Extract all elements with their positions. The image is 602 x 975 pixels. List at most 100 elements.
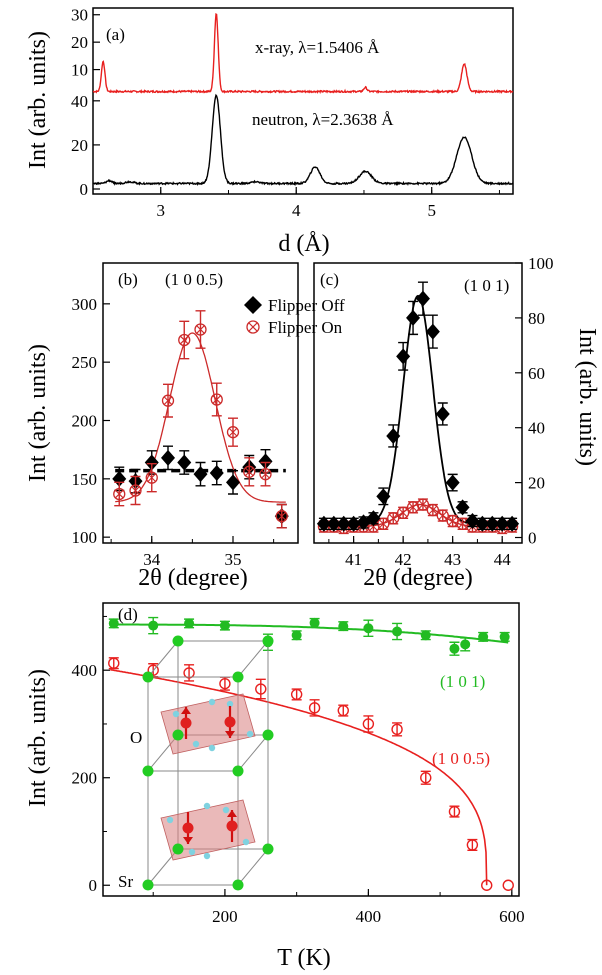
series-101-point [392,626,403,637]
series-101-point [291,630,302,641]
series-101-point [309,617,320,628]
inset-o-atom [166,816,174,824]
flipper-off-point [316,515,331,532]
flipper-off-point [455,499,470,516]
flipper-on-point [113,487,126,501]
panel-c-reflection-label: (1 0 1) [464,276,509,295]
inset-sr-atom [172,729,184,741]
series-1005-point [391,723,403,736]
panel-d-plot-area: 200 400 600 0 200 400 [72,602,525,926]
panel-d-y-tick-label: 200 [72,769,98,788]
inset-sr-atom [262,729,274,741]
series-1005-point [108,657,120,669]
inset-o-atom [172,710,180,718]
neutron-series-label: neutron, λ=2.3638 Å [252,110,394,129]
series-101-point [338,621,349,632]
marker-cross [277,511,286,521]
panel-b-y-tick-label: 200 [72,412,98,431]
legend-flipper-on-label: Flipper On [268,318,343,337]
inset-sr-atom [142,671,154,683]
flipper-off-point [193,466,208,483]
series-1005-label: (1 0 0.5) [432,749,490,768]
marker-cross [212,395,221,404]
panel-a-frame [92,7,514,195]
marker-ring [113,487,126,501]
inset-sr-atom [232,671,244,683]
flipper-off-point [435,405,450,422]
marker-cross [131,486,140,495]
marker-cross [379,519,388,528]
series-101-point [363,623,374,634]
series-101-point [478,631,489,642]
inset-sr-atom [142,765,154,777]
panel-a-y-tick-label: 40 [71,92,88,111]
inset-cell-edge [237,640,269,678]
panel-b-y-tick-label: 250 [72,353,98,372]
flipper-off-point [406,309,421,326]
panel-c: 41 42 43 44 0 20 40 60 80 100 (c) (1 0 1) 2θ (deg… [313,254,600,591]
series-101-point [108,618,119,629]
panel-a-y-tick-label: 10 [71,61,88,80]
flipper-off-point [386,427,401,444]
inset-o-atom [203,802,211,810]
xray-series-label: x-ray, λ=1.5406 Å [255,38,380,57]
panel-c-x-axis-label: 2θ (degree) [363,565,472,591]
flipper-off-point [226,474,240,491]
inset-strontium-label: Sr [118,872,133,891]
inset-oxygen-label: O [130,728,142,747]
panel-b-label: (b) [118,270,138,289]
marker-cross [245,467,254,477]
panel-a-x-tick-label: 5 [427,201,436,220]
flipper-off-point [495,515,510,532]
inset-o-atom [188,848,196,856]
panel-a-y-tick-label: 20 [71,136,88,155]
inset-o-atom [208,744,216,752]
legend-flipper-off-label: Flipper Off [268,296,345,315]
panel-d-x-axis-label: T (K) [277,945,331,971]
panel-c-y-tick-label: 0 [528,529,537,548]
marker-cross [448,516,457,526]
legend: Flipper Off Flipper On [244,296,345,337]
inset-o-atom [222,806,230,814]
panel-b-reflection-label: (1 0 0.5) [165,270,223,289]
panel-b-y-axis-label: Int (arb. units) [25,344,51,482]
series-101-point [420,630,431,641]
marker-ring [210,393,223,406]
panel-c-frame [313,262,523,544]
flipper-off-point [177,454,192,471]
series-1005-point [308,702,321,714]
panel-a-y-tick-label: 20 [71,33,88,52]
flipper-off-point [336,515,351,532]
legend-flipper-off-marker [244,296,262,314]
panel-d-x-tick-label: 600 [499,907,525,926]
marker-ring [243,465,256,478]
flipper-off-point [376,488,391,505]
panel-b-x-tick-label: 35 [225,550,242,569]
panel-c-plot-area: 41 42 43 44 0 20 40 60 80 100 [313,254,554,569]
panel-d-y-axis-label: Int (arb. units) [25,669,51,807]
series-1005-point [337,704,349,717]
inset-sr-atom [262,635,274,647]
panel-b: 34 35 100 150 200 250 300 (b) (1 0 0.5) 2θ (de… [25,262,345,591]
legend-flipper-on-marker [246,320,260,334]
marker-ring [161,394,175,407]
marker-ring [145,471,158,484]
panel-c-y-tick-label: 100 [528,254,554,273]
xray-trace [92,13,514,95]
marker-cross [228,427,238,437]
inset-sr-atom [142,879,154,891]
inset-o-atom [208,698,216,706]
panel-b-plot-area: 34 35 100 150 200 250 300 [72,262,299,569]
marker-cross [196,325,205,334]
flipper-on-point [275,510,288,523]
marker-cross [389,514,398,523]
panel-c-y-tick-label: 60 [528,364,545,383]
panel-c-y-tick-label: 20 [528,474,545,493]
panel-c-y-tick-label: 80 [528,309,545,328]
flipper-off-point [415,290,430,307]
inset-cell-edge [237,848,269,886]
inset-octahedral-plane-upper [160,693,256,755]
flipper-off-point [505,515,520,532]
flipper-on-point [161,394,175,407]
inset-o-atom [226,700,234,708]
